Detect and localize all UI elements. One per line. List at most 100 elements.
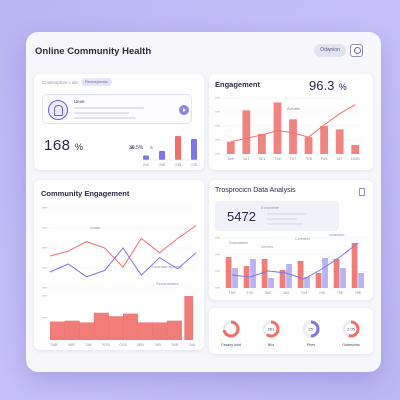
- mini-percent-unit: %: [138, 145, 144, 151]
- engagement-x-label: P#5: [321, 157, 328, 161]
- page-title: Online Community Health: [35, 46, 152, 57]
- engagement-chart: 3#E 3#1 3E1 T4# T6T 7EB P#5 3#T 1#0B Aveatie: [215, 97, 363, 161]
- donut-arc: [302, 320, 320, 338]
- community-title: Community Engagement: [41, 189, 130, 198]
- overview-label: Covesoption ≈ alo: [42, 80, 78, 85]
- mini-bar-label: 225: [191, 163, 197, 167]
- analysis-x-label: T#3: [301, 291, 308, 295]
- analysis-bar-coral: [261, 259, 268, 288]
- community-chart: Vorde Ceonrad aysunm Seosramaes S#B 4#B 34# YO…: [42, 207, 197, 347]
- engagement-bar: [335, 129, 344, 154]
- donut-label: Gubesonrs: [342, 343, 360, 347]
- analysis-x-label: 7#E: [355, 291, 362, 295]
- y-tick: [215, 153, 220, 155]
- engagement-bar: [242, 110, 251, 154]
- avatar-icon[interactable]: [350, 44, 363, 57]
- analysis-bar-lavender: [322, 258, 328, 288]
- engagement-bar: [289, 119, 297, 154]
- community-bar: [152, 322, 168, 340]
- community-x-label: 7#B: [154, 343, 161, 347]
- engagement-bar: [273, 102, 282, 154]
- y-tick: [215, 287, 220, 289]
- donut-panel: Fasany hold 261 Nhz 25' Phes 2.05 Gubesonrs: [209, 308, 373, 354]
- engagement-x-label: 7EB: [305, 157, 313, 161]
- y-tick: [215, 139, 220, 141]
- analysis-bar-coral: [351, 243, 358, 288]
- overview-tag[interactable]: Reoveprnalo: [81, 78, 112, 86]
- donut-label: Nhz: [268, 343, 275, 347]
- engagement-x-label: 3#T: [336, 157, 343, 161]
- analysis-bar-coral: [315, 273, 322, 288]
- engagement-title: Engagement: [215, 80, 261, 89]
- text-line: [74, 107, 144, 109]
- engagement-x-label: 3E1: [259, 157, 266, 161]
- engagement-value: 96.3: [309, 78, 335, 93]
- analysis-value: 5472: [227, 209, 256, 224]
- kpi-box: 5472 Exronelee: [215, 201, 339, 231]
- y-tick: [215, 97, 220, 99]
- text-line: [267, 223, 303, 225]
- donut-label: Fasany hold: [221, 343, 241, 347]
- analysis-bar-coral: [279, 270, 286, 288]
- mini-bar-chart: 200 265 235 225: [137, 136, 199, 167]
- y-tick: [42, 287, 47, 289]
- donut-value: 25': [308, 327, 313, 332]
- community-x-label: S#B: [50, 343, 58, 347]
- mini-percent: 36.5: [129, 145, 139, 151]
- play-icon[interactable]: [179, 105, 189, 115]
- engagement-x-label: 1#0B: [351, 157, 360, 161]
- mini-bar-label: 265: [159, 163, 165, 167]
- community-x-label: 4#B: [68, 343, 75, 347]
- community-x-label: 3EB: [137, 343, 145, 347]
- community-bar: [93, 312, 109, 340]
- mini-s: S: [150, 145, 153, 150]
- analysis-line: [231, 242, 359, 280]
- analysis-bar-lavender: [232, 268, 238, 288]
- community-tag: Ceonrad aysunm: [152, 264, 183, 269]
- copy-icon[interactable]: [359, 188, 365, 196]
- y-tick: [215, 270, 220, 272]
- community-bar: [50, 321, 66, 340]
- mini-bar-label: 235: [175, 163, 181, 167]
- community-bar: [79, 322, 95, 340]
- engagement-panel: Engagement 96.3 % 3#E 3#1 3E1 T4# T6T 7EB P#5 3…: [209, 74, 373, 170]
- mini-bar: [175, 136, 181, 160]
- y-tick: [42, 227, 47, 229]
- overview-panel: Covesoption ≈ alo Reoveprnalo Uexe 168 %…: [34, 74, 204, 170]
- y-tick: [215, 125, 220, 127]
- analysis-x-label: 7#5: [319, 291, 325, 295]
- y-tick: [42, 295, 47, 297]
- community-x-label: OSS: [119, 343, 127, 347]
- analysis-chart: T#S T#S 3#3 2#3 T#3 7#5 75E 7#E Gutsatatem Sevens…: [215, 234, 367, 295]
- community-x-label: 3#B: [171, 343, 178, 347]
- analysis-x-label: T#S: [229, 291, 236, 295]
- user-name: Uexe: [74, 99, 85, 104]
- donut-arc: [342, 320, 360, 338]
- mini-value: 55: [130, 145, 135, 150]
- analysis-legend-label: Ceredent: [295, 237, 310, 241]
- engagement-bar: [258, 133, 266, 154]
- user-card[interactable]: Uexe: [42, 94, 192, 124]
- analysis-bar-coral: [225, 257, 232, 288]
- community-panel: Community Engagement Vorde Ceonrad aysunm…: [34, 180, 204, 350]
- community-bar: [184, 296, 194, 340]
- engagement-x-label: T6T: [290, 157, 297, 161]
- community-tag: Seosramaes: [156, 281, 178, 286]
- analysis-bar-lavender: [286, 264, 292, 288]
- analysis-title: Trosprocicn Data Analysis: [215, 187, 296, 194]
- y-tick: [215, 237, 220, 239]
- analysis-legend-label: Sevens: [261, 245, 273, 249]
- analysis-bar-lavender: [340, 268, 346, 288]
- text-line: [74, 117, 136, 119]
- text-line: [267, 213, 307, 215]
- header-button[interactable]: Odwnion: [314, 44, 346, 57]
- analysis-bar-coral: [297, 261, 304, 288]
- engagement-x-label: T4#: [274, 157, 281, 161]
- community-bar: [108, 316, 124, 340]
- y-tick: [42, 267, 47, 269]
- analysis-bar-lavender: [268, 278, 274, 288]
- analysis-x-label: T#S: [247, 291, 254, 295]
- analysis-x-label: 3#3: [265, 291, 271, 295]
- analysis-subtitle: Exronelee: [261, 205, 280, 210]
- engagement-line: [230, 104, 356, 143]
